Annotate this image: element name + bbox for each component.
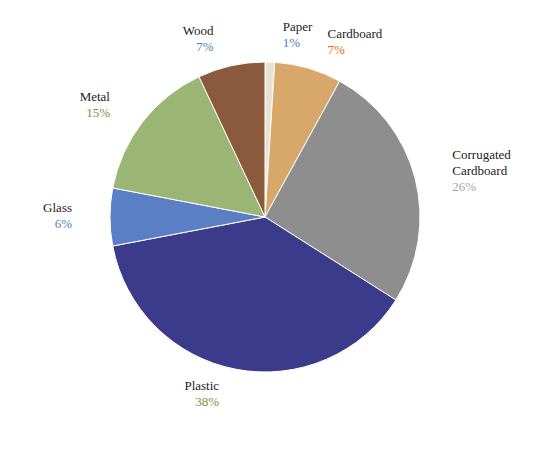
svg-text:Paper1%: Paper1%	[283, 19, 313, 50]
svg-text:Plastic38%: Plastic38%	[184, 378, 219, 409]
svg-text:Cardboard7%: Cardboard7%	[327, 26, 382, 57]
svg-text:Wood7%: Wood7%	[183, 23, 214, 54]
svg-text:Metal15%: Metal15%	[80, 89, 111, 120]
svg-text:CorrugatedCardboard26%: CorrugatedCardboard26%	[452, 147, 511, 194]
svg-text:Glass6%: Glass6%	[43, 200, 72, 231]
